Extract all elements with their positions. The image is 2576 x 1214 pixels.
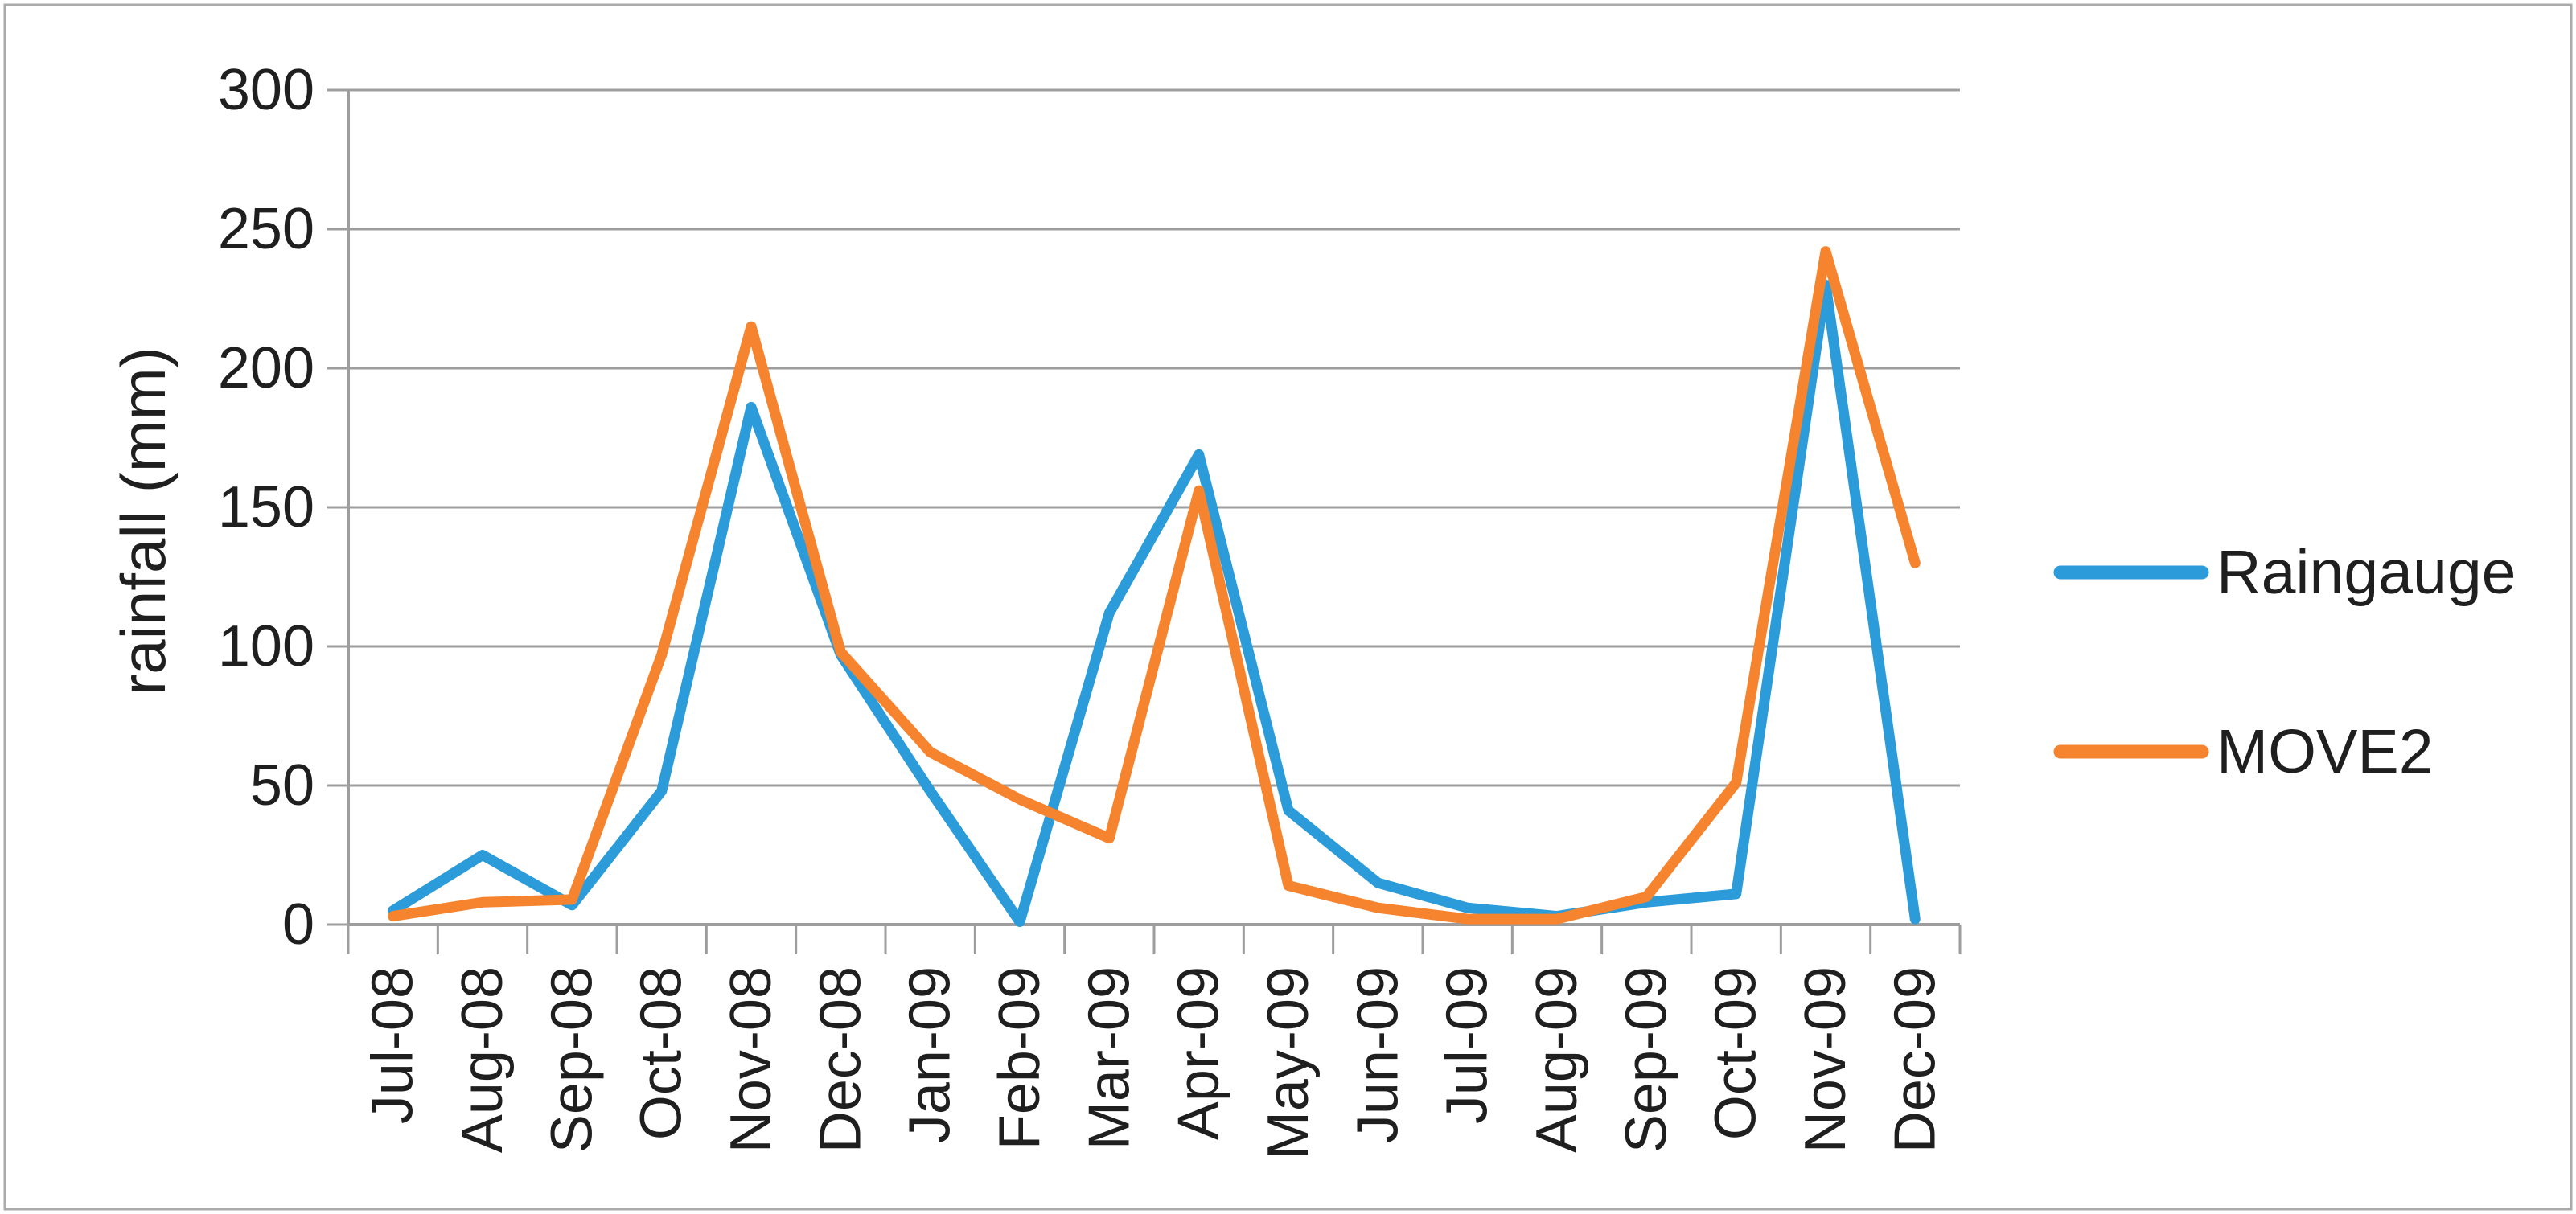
legend-move2-label: MOVE2 <box>2217 717 2434 786</box>
x-label-Oct-08: Oct-08 <box>630 966 694 1140</box>
x-label-Oct-09: Oct-09 <box>1704 966 1769 1140</box>
x-label-Jul-08: Jul-08 <box>361 966 425 1124</box>
x-label-Dec-08: Dec-08 <box>808 966 873 1153</box>
x-label-Nov-09: Nov-09 <box>1793 966 1858 1153</box>
y-tick-label-150: 150 <box>218 475 314 539</box>
y-tick-labels-layer: 0 50 100 150 200 250 300 <box>218 58 314 957</box>
x-label-May-09: May-09 <box>1256 966 1321 1159</box>
x-label-Aug-09: Aug-09 <box>1525 966 1589 1153</box>
x-label-Jul-09: Jul-09 <box>1436 966 1500 1124</box>
x-label-Aug-08: Aug-08 <box>450 966 515 1153</box>
axes-layer <box>327 88 1962 954</box>
x-label-Mar-09: Mar-09 <box>1077 966 1141 1150</box>
y-tick-label-250: 250 <box>218 197 314 261</box>
x-label-Sep-08: Sep-08 <box>540 966 604 1153</box>
legend: Raingauge MOVE2 <box>2053 538 2516 786</box>
series-line-raingauge <box>388 279 1921 927</box>
y-tick-label-300: 300 <box>218 58 314 122</box>
x-label-Sep-09: Sep-09 <box>1614 966 1678 1153</box>
series-line-move2 <box>388 246 1921 925</box>
y-tick-label-200: 200 <box>218 336 314 400</box>
x-label-Feb-09: Feb-09 <box>988 966 1052 1150</box>
x-label-Nov-08: Nov-08 <box>719 966 783 1153</box>
y-axis-title: rainfall (mm) <box>108 347 179 695</box>
y-tick-label-100: 100 <box>218 614 314 679</box>
x-label-Apr-09: Apr-09 <box>1167 966 1231 1140</box>
x-tick-labels-layer: Jul-08 Aug-08 Sep-08 Oct-08 Nov-08 Dec-08 Jan-… <box>361 966 1948 1159</box>
data-series-layer <box>388 246 1921 927</box>
x-label-Dec-09: Dec-09 <box>1883 966 1947 1153</box>
x-label-Jan-09: Jan-09 <box>898 966 963 1143</box>
y-tick-label-50: 50 <box>250 753 314 818</box>
chart-frame-border <box>3 3 2573 1211</box>
legend-raingauge-label: Raingauge <box>2217 538 2516 607</box>
x-label-Jun-09: Jun-09 <box>1346 966 1410 1143</box>
y-tick-label-0: 0 <box>282 892 314 957</box>
